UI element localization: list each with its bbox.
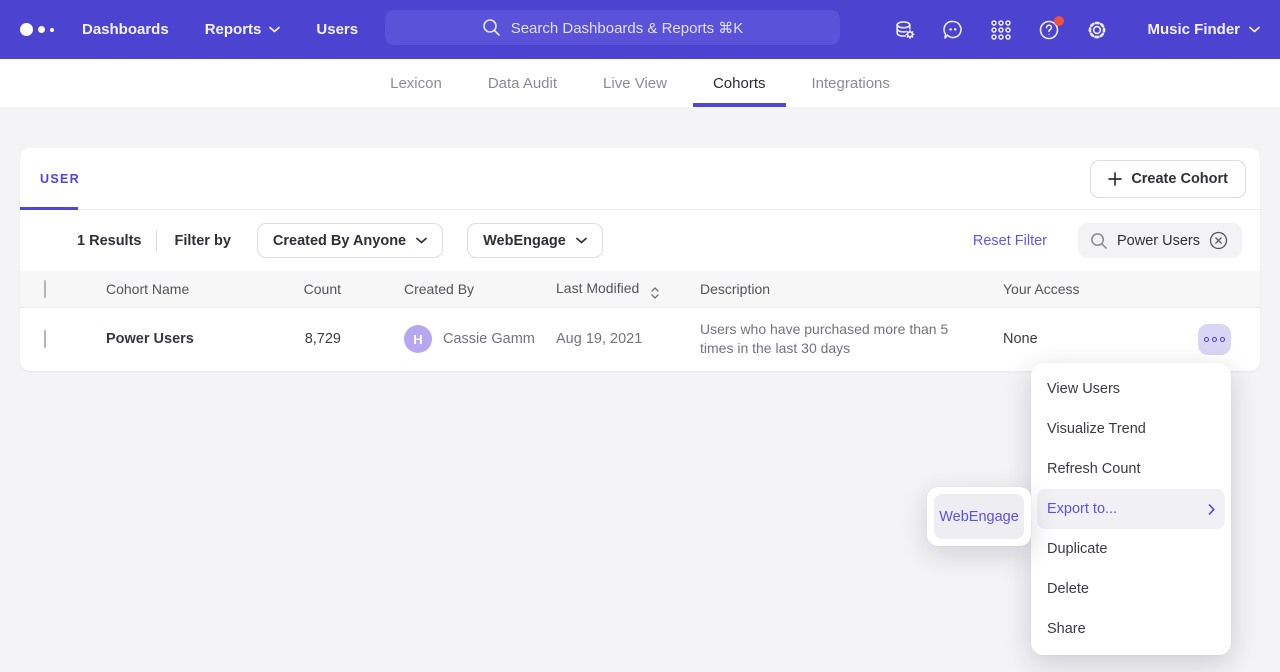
tab-label: Lexicon [390,74,442,92]
clear-search-icon[interactable] [1209,231,1228,250]
menu-item-visualize-trend[interactable]: Visualize Trend [1047,421,1146,437]
top-navbar: Dashboards Reports Users Search Dashboar… [0,0,1280,59]
col-header-label: Last Modified [556,279,640,296]
last-modified-cell: Aug 19, 2021 [556,331,643,347]
divider [156,229,158,252]
select-all-checkbox[interactable] [44,280,46,298]
row-checkbox[interactable] [44,330,46,348]
tab-live-view[interactable]: Live View [603,59,667,107]
reset-filter-link[interactable]: Reset Filter [972,232,1047,249]
col-header-created-by: Created By [404,281,475,297]
apps-grid-icon[interactable] [989,18,1013,42]
menu-item-delete[interactable]: Delete [1047,581,1089,597]
create-cohort-label: Create Cohort [1131,171,1228,187]
filter-bar: 1 Results Filter by Created By Anyone We… [20,210,1260,271]
help-icon[interactable] [1037,15,1065,42]
col-header-your-access: Your Access [1003,281,1080,297]
menu-item-duplicate[interactable]: Duplicate [1047,541,1108,557]
tab-user[interactable]: USER [40,171,80,186]
count-cell: 8,729 [304,331,341,347]
messages-icon[interactable] [941,18,965,42]
account-switcher[interactable]: Music Finder [1147,21,1260,38]
secondary-nav: Lexicon Data Audit Live View Cohorts Int… [0,59,1280,107]
data-management-icon[interactable] [893,18,917,42]
chevron-down-icon [416,237,427,244]
nav-item-dashboards[interactable]: Dashboards [82,21,169,38]
table-header: Cohort Name Count Created By Last Modifi… [20,271,1260,308]
global-search-placeholder: Search Dashboards & Reports ⌘K [510,19,744,37]
tab-cohorts[interactable]: Cohorts [693,59,785,107]
notification-badge [1054,15,1065,26]
cohort-name-cell[interactable]: Power Users [106,331,194,347]
search-icon [482,19,500,36]
nav-item-reports[interactable]: Reports [205,21,281,38]
row-more-actions-button[interactable] [1198,323,1231,355]
row-actions-menu: View Users Visualize Trend Refresh Count… [1031,363,1231,655]
nav-item-label: Reports [204,21,262,38]
nav-item-users[interactable]: Users [316,21,358,38]
plus-icon [1108,172,1123,186]
chevron-right-icon [1208,503,1215,515]
tab-label: Cohorts [712,74,766,92]
col-header-cohort-name: Cohort Name [106,281,190,297]
tab-lexicon[interactable]: Lexicon [390,59,442,107]
tab-label: Integrations [811,74,890,92]
created-by-filter-dropdown[interactable]: Created By Anyone [256,223,444,258]
brand-logo[interactable] [20,23,60,36]
results-count: 1 Results [77,232,142,249]
search-icon [1091,232,1107,249]
submenu-item-webengage[interactable]: WebEngage [934,494,1024,539]
menu-item-refresh-count[interactable]: Refresh Count [1047,461,1141,477]
cohorts-panel: USER Create Cohort 1 Results Filter by C… [20,148,1260,371]
chevron-down-icon [269,26,281,33]
tab-label: Live View [603,74,667,92]
chevron-down-icon [575,237,587,244]
chevron-down-icon [1249,26,1260,33]
filter-by-label: Filter by [174,232,231,249]
your-access-cell: None [1003,331,1038,347]
created-by-name: Cassie Gamm [443,331,535,347]
table-row[interactable]: Power Users 8,729 H Cassie Gamm Aug 19, … [20,308,1260,370]
created-by-cell: H Cassie Gamm [341,325,556,353]
export-submenu: WebEngage [927,487,1031,546]
menu-item-view-users[interactable]: View Users [1047,381,1121,397]
tab-data-audit[interactable]: Data Audit [488,59,557,107]
primary-nav: Dashboards Reports Users [82,21,358,38]
account-name: Music Finder [1147,21,1240,38]
created-by-filter-value: Created By Anyone [272,232,407,249]
active-tab-underline [20,207,78,210]
menu-item-label: Export to... [1047,501,1118,517]
panel-tab-strip: USER Create Cohort [20,148,1260,210]
nav-item-label: Dashboards [82,21,169,38]
col-header-description: Description [700,281,771,297]
description-cell: Users who have purchased more than 5 tim… [700,321,949,356]
create-cohort-button[interactable]: Create Cohort [1090,160,1246,198]
global-search-input[interactable]: Search Dashboards & Reports ⌘K [385,10,840,45]
settings-gear-icon[interactable] [1085,18,1109,42]
integration-filter-dropdown[interactable]: WebEngage [467,223,603,258]
avatar: H [404,325,432,353]
col-header-count: Count [303,281,341,297]
tab-integrations[interactable]: Integrations [812,59,890,107]
integration-filter-value: WebEngage [483,232,566,249]
menu-item-export-to[interactable]: Export to... [1037,489,1225,529]
col-header-last-modified[interactable]: Last Modified [556,280,700,299]
sort-icon[interactable] [651,286,659,299]
cohort-search-box [1078,223,1242,258]
nav-item-label: Users [316,21,359,38]
tab-label: Data Audit [487,74,558,92]
cohort-search-input[interactable] [1117,232,1209,249]
navbar-actions: Music Finder [893,0,1280,59]
menu-item-share[interactable]: Share [1047,621,1086,637]
